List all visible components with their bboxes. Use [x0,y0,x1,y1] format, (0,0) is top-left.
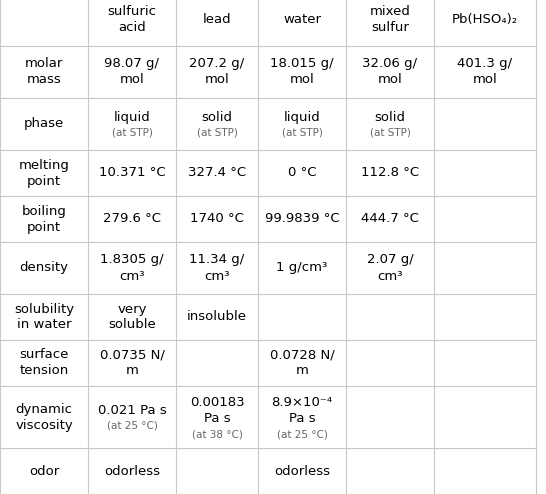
Text: 112.8 °C: 112.8 °C [361,166,419,179]
Text: water: water [283,13,321,27]
Text: (at 25 °C): (at 25 °C) [106,420,157,431]
Text: liquid: liquid [114,111,150,124]
Text: odorless: odorless [104,464,160,478]
Text: solid: solid [201,111,233,124]
Text: 18.015 g/
mol: 18.015 g/ mol [270,57,334,86]
Text: molar
mass: molar mass [25,57,63,86]
Text: odor: odor [29,464,59,478]
Text: (at STP): (at STP) [370,127,411,137]
Text: odorless: odorless [274,464,330,478]
Text: 0.0735 N/
m: 0.0735 N/ m [99,348,164,377]
Text: (at STP): (at STP) [197,127,238,137]
Text: 1740 °C: 1740 °C [190,212,244,225]
Text: solubility
in water: solubility in water [14,302,74,331]
Text: (at STP): (at STP) [111,127,152,137]
Text: (at 38 °C): (at 38 °C) [192,429,242,439]
Text: 401.3 g/
mol: 401.3 g/ mol [458,57,513,86]
Text: 8.9×10⁻⁴
Pa s: 8.9×10⁻⁴ Pa s [271,396,333,425]
Text: melting
point: melting point [19,159,69,188]
Text: phase: phase [24,118,64,130]
Text: 1.8305 g/
cm³: 1.8305 g/ cm³ [100,253,164,283]
Text: 2.07 g/
cm³: 2.07 g/ cm³ [366,253,413,283]
Text: 207.2 g/
mol: 207.2 g/ mol [189,57,245,86]
Text: 0 °C: 0 °C [288,166,316,179]
Text: 279.6 °C: 279.6 °C [103,212,161,225]
Text: 1 g/cm³: 1 g/cm³ [276,261,328,275]
Text: 98.07 g/
mol: 98.07 g/ mol [104,57,159,86]
Text: very
soluble: very soluble [108,302,156,331]
Text: density: density [20,261,68,275]
Text: (at STP): (at STP) [282,127,323,137]
Text: insoluble: insoluble [187,311,247,324]
Text: 32.06 g/
mol: 32.06 g/ mol [363,57,418,86]
Text: mixed
sulfur: mixed sulfur [370,5,411,35]
Text: sulfuric
acid: sulfuric acid [108,5,157,35]
Text: 0.021 Pa s: 0.021 Pa s [98,404,167,417]
Text: surface
tension: surface tension [19,348,69,377]
Text: 327.4 °C: 327.4 °C [188,166,246,179]
Text: 11.34 g/
cm³: 11.34 g/ cm³ [189,253,245,283]
Text: lead: lead [203,13,232,27]
Text: 0.0728 N/
m: 0.0728 N/ m [270,348,334,377]
Text: boiling
point: boiling point [21,205,67,234]
Text: 99.9839 °C: 99.9839 °C [265,212,339,225]
Text: dynamic
viscosity: dynamic viscosity [15,403,73,431]
Text: liquid: liquid [283,111,321,124]
Text: solid: solid [375,111,406,124]
Text: 10.371 °C: 10.371 °C [99,166,165,179]
Text: 0.00183
Pa s: 0.00183 Pa s [189,396,244,425]
Text: Pb(HSO₄)₂: Pb(HSO₄)₂ [452,13,518,27]
Text: (at 25 °C): (at 25 °C) [277,429,328,439]
Text: 444.7 °C: 444.7 °C [361,212,419,225]
